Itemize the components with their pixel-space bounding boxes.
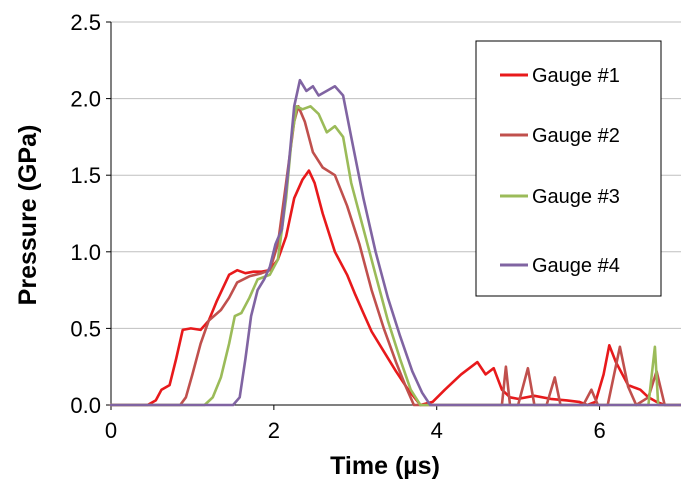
y-tick-label-1: 0.5 [70, 316, 101, 341]
x-axis-title: Time (µs) [330, 452, 440, 480]
x-tick-label-2: 4 [431, 418, 443, 443]
series-line-gauge-3 [109, 105, 681, 407]
series-layer [109, 78, 681, 407]
tick-labels: 0.0 0.5 1.0 1.5 2.0 2.5 0 2 4 6 [70, 10, 605, 443]
legend-label-gauge-1: Gauge #1 [532, 65, 620, 87]
x-tick-label-1: 2 [268, 418, 280, 443]
legend-label-gauge-3: Gauge #3 [532, 186, 620, 208]
y-axis-title: Pressure (GPa) [14, 125, 42, 306]
legend-label-gauge-2: Gauge #2 [532, 125, 620, 147]
x-tick-label-0: 0 [105, 418, 117, 443]
series-line-gauge-1 [109, 169, 681, 407]
y-tick-label-2: 1.0 [70, 240, 101, 265]
y-tick-label-3: 1.5 [70, 163, 101, 188]
legend-label-gauge-4: Gauge #4 [532, 255, 620, 277]
legend-box [475, 40, 662, 297]
y-tick-label-0: 0.0 [70, 393, 101, 418]
y-tick-label-4: 2.0 [70, 87, 101, 112]
x-tick-label-3: 6 [593, 418, 605, 443]
legend: Gauge #1 Gauge #2 Gauge #3 Gauge #4 [475, 40, 662, 297]
y-tick-label-5: 2.5 [70, 10, 101, 35]
series-line-gauge-4 [109, 78, 681, 407]
